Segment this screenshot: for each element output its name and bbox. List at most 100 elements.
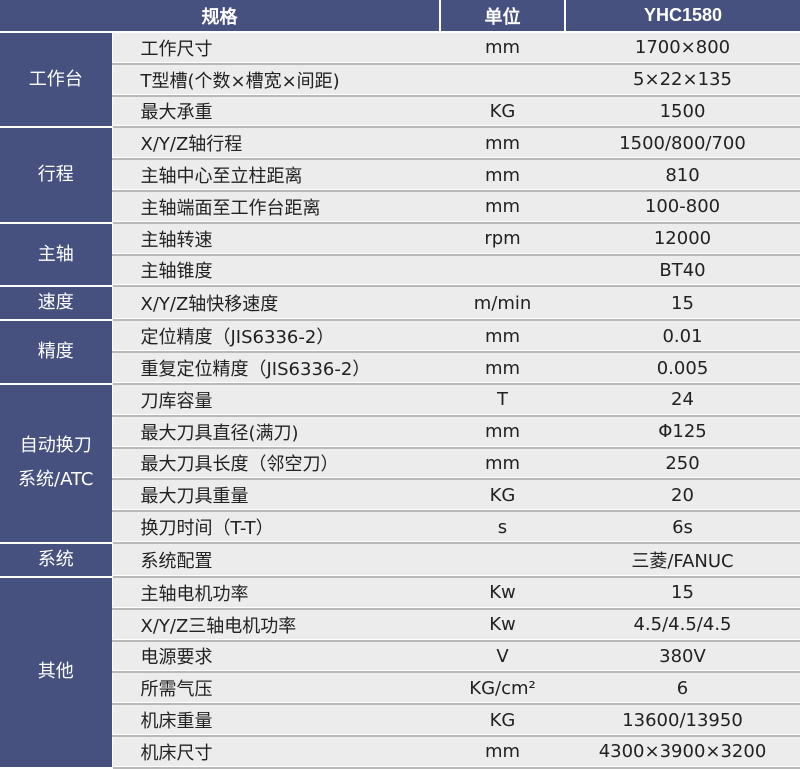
spec-value: 三菱/FANUC xyxy=(565,542,800,578)
spec-value: 15 xyxy=(565,576,800,610)
table-row: 主轴端面至工作台距离 mm 100-800 xyxy=(0,190,800,224)
table-row: 电源要求 V 380V xyxy=(0,640,800,674)
spec-value: 1500 xyxy=(565,95,800,129)
spec-name: 重复定位精度（JIS6336-2） xyxy=(111,352,440,385)
table-row: 主轴 主轴转速 rpm 12000 xyxy=(0,222,800,288)
table-row: 自动换刀 系统/ATC 刀库容量 T 24 xyxy=(0,383,800,544)
table-row: 最大刀具直径(满刀) mm Φ125 xyxy=(0,415,800,449)
category-cell: 速度 xyxy=(0,286,112,322)
spec-value: 1500/800/700 xyxy=(565,127,800,161)
spec-unit: KG/cm² xyxy=(440,672,565,706)
spec-value: 1700×800 xyxy=(565,32,800,65)
header-model: YHC1580 xyxy=(564,0,800,33)
spec-value: 250 xyxy=(565,447,800,481)
spec-unit: mm xyxy=(440,159,565,192)
table-row: 行程 X/Y/Z轴行程 mm 1500/800/700 xyxy=(0,127,800,224)
header-row: 规格 单位 YHC1580 xyxy=(0,0,800,33)
table-row: 换刀时间（T-T） s 6s xyxy=(0,511,800,544)
spec-value: 4.5/4.5/4.5 xyxy=(565,608,800,642)
category-cell: 系统 xyxy=(0,542,112,578)
spec-name: X/Y/Z轴快移速度 xyxy=(111,286,440,322)
spec-unit: Kw xyxy=(440,576,565,610)
spec-value: 810 xyxy=(565,159,800,192)
spec-value: 12000 xyxy=(565,222,800,256)
spec-name: 所需气压 xyxy=(111,672,440,706)
spec-value: 24 xyxy=(565,383,800,417)
spec-name: 主轴电机功率 xyxy=(111,576,440,610)
spec-unit: V xyxy=(440,640,565,674)
spec-unit: mm xyxy=(440,32,565,65)
table-row: T型槽(个数×槽宽×间距) 5×22×135 xyxy=(0,63,800,97)
spec-value: 5×22×135 xyxy=(565,63,800,97)
spec-name: 工作尺寸 xyxy=(111,32,440,65)
spec-unit: KG xyxy=(440,479,565,513)
spec-unit: mm xyxy=(440,447,565,481)
spec-unit xyxy=(440,254,565,288)
table-row: 重复定位精度（JIS6336-2） mm 0.005 xyxy=(0,352,800,385)
category-cell: 主轴 xyxy=(0,222,112,288)
spec-name: 系统配置 xyxy=(111,542,440,578)
category-cell: 自动换刀 系统/ATC xyxy=(0,383,112,544)
spec-unit: KG xyxy=(440,95,565,129)
spec-name: 最大刀具重量 xyxy=(111,479,440,513)
spec-value: BT40 xyxy=(565,254,800,288)
table-row: 最大承重 KG 1500 xyxy=(0,95,800,129)
table-row: 工作台 工作尺寸 mm 1700×800 xyxy=(0,32,800,129)
spec-name: 换刀时间（T-T） xyxy=(111,511,440,544)
spec-name: 电源要求 xyxy=(111,640,440,674)
spec-name: 最大承重 xyxy=(111,95,440,129)
spec-unit: s xyxy=(440,511,565,544)
spec-unit: Kw xyxy=(440,608,565,642)
table-row: 主轴锥度 BT40 xyxy=(0,254,800,288)
category-cell: 其他 xyxy=(0,576,112,769)
spec-value: 6 xyxy=(565,672,800,706)
spec-name: 主轴中心至立柱距离 xyxy=(111,159,440,192)
spec-value: 15 xyxy=(565,286,800,322)
spec-unit: mm xyxy=(440,415,565,449)
spec-value: 13600/13950 xyxy=(565,704,800,737)
spec-unit xyxy=(440,542,565,578)
spec-name: 主轴锥度 xyxy=(111,254,440,288)
spec-value: 20 xyxy=(565,479,800,513)
spec-value: 0.005 xyxy=(565,352,800,385)
spec-unit: rpm xyxy=(440,222,565,256)
spec-unit: mm xyxy=(440,735,565,769)
table-row: 其他 主轴电机功率 Kw 15 xyxy=(0,576,800,769)
spec-unit: KG xyxy=(440,704,565,737)
spec-name: 主轴端面至工作台距离 xyxy=(111,190,440,224)
spec-name: 定位精度（JIS6336-2） xyxy=(111,320,440,354)
table-row: X/Y/Z三轴电机功率 Kw 4.5/4.5/4.5 xyxy=(0,608,800,642)
spec-value: Φ125 xyxy=(565,415,800,449)
table-row: 精度 定位精度（JIS6336-2） mm 0.01 xyxy=(0,320,800,385)
spec-value: 380V xyxy=(565,640,800,674)
spec-name: T型槽(个数×槽宽×间距) xyxy=(111,63,440,97)
spec-name: 主轴转速 xyxy=(111,222,440,256)
spec-unit: mm xyxy=(440,320,565,354)
spec-value: 4300×3900×3200 xyxy=(565,735,800,769)
table-row: 最大刀具重量 KG 20 xyxy=(0,479,800,513)
spec-name: 最大刀具长度（邻空刀） xyxy=(111,447,440,481)
category-cell: 行程 xyxy=(0,127,112,224)
category-cell: 精度 xyxy=(0,320,112,385)
spec-value: 0.01 xyxy=(565,320,800,354)
table-row: 系统 系统配置 三菱/FANUC xyxy=(0,542,800,578)
spec-name: 机床尺寸 xyxy=(111,735,440,769)
spec-unit: mm xyxy=(440,190,565,224)
table-row: 机床尺寸 mm 4300×3900×3200 xyxy=(0,735,800,769)
spec-unit: mm xyxy=(440,352,565,385)
table-row: 所需气压 KG/cm² 6 xyxy=(0,672,800,706)
table-row: 最大刀具长度（邻空刀） mm 250 xyxy=(0,447,800,481)
spec-value: 100-800 xyxy=(565,190,800,224)
spec-unit xyxy=(440,63,565,97)
spec-name: 机床重量 xyxy=(111,704,440,737)
category-cell: 工作台 xyxy=(0,32,112,129)
table-row: 速度 X/Y/Z轴快移速度 m/min 15 xyxy=(0,286,800,322)
spec-name: X/Y/Z三轴电机功率 xyxy=(111,608,440,642)
spec-name: X/Y/Z轴行程 xyxy=(111,127,440,161)
spec-unit: mm xyxy=(440,127,565,161)
spec-unit: T xyxy=(440,383,565,417)
header-unit: 单位 xyxy=(439,0,565,33)
spec-unit: m/min xyxy=(440,286,565,322)
table-row: 机床重量 KG 13600/13950 xyxy=(0,704,800,737)
